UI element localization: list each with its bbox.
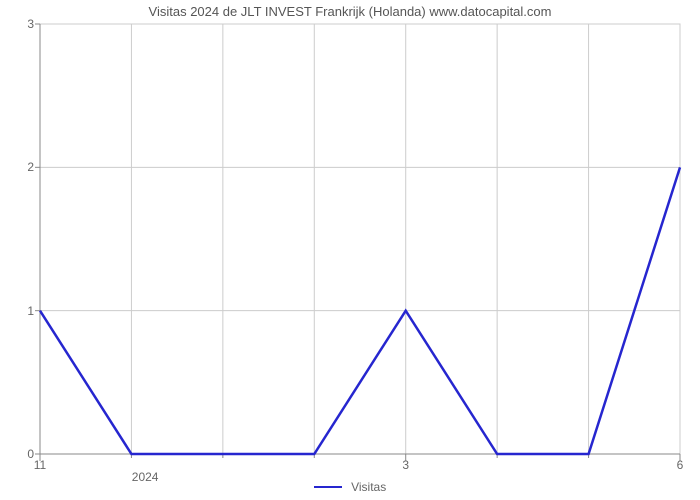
plot-area — [40, 24, 680, 454]
line-chart: Visitas 2024 de JLT INVEST Frankrijk (Ho… — [0, 0, 700, 500]
chart-svg — [40, 24, 680, 454]
y-tick-label: 2 — [4, 160, 34, 174]
x-tick-label: 3 — [402, 458, 409, 472]
x-tick-label: 6 — [677, 458, 684, 472]
x-tick-label: 11 — [34, 458, 46, 472]
chart-title: Visitas 2024 de JLT INVEST Frankrijk (Ho… — [0, 4, 700, 19]
legend-label: Visitas — [351, 480, 386, 494]
y-tick-label: 1 — [4, 304, 34, 318]
y-tick-label: 0 — [4, 447, 34, 461]
legend: Visitas — [0, 479, 700, 494]
y-tick-label: 3 — [4, 17, 34, 31]
legend-swatch — [314, 486, 342, 489]
